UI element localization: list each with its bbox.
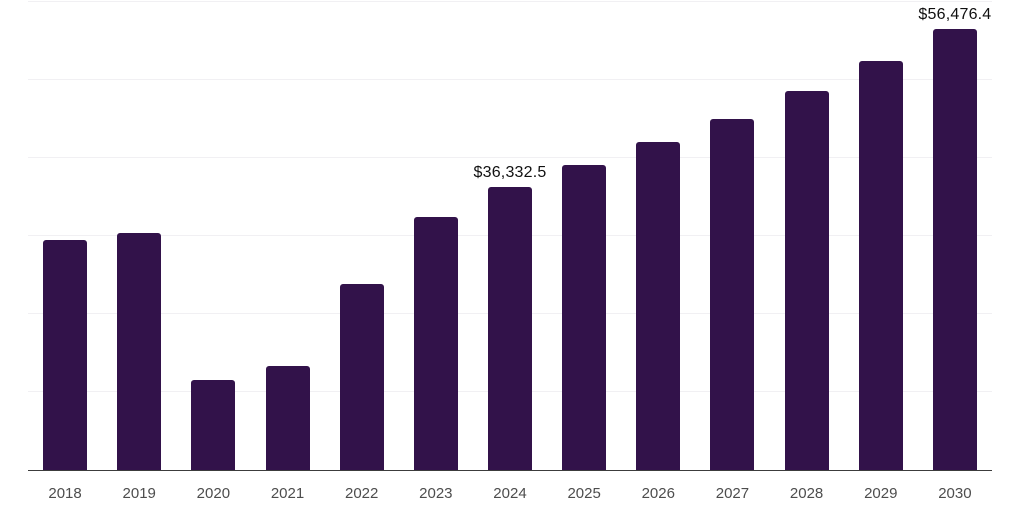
x-tick-label-2025: 2025 <box>567 485 601 502</box>
x-tick-label-2030: 2030 <box>938 485 972 502</box>
x-tick-label-2020: 2020 <box>196 485 231 502</box>
data-label-2030: $56,476.4 <box>918 6 992 24</box>
gridline-50000 <box>28 79 992 80</box>
x-tick-label-2028: 2028 <box>789 485 824 502</box>
x-tick-label-2022: 2022 <box>344 485 379 502</box>
x-tick-label-2024: 2024 <box>493 485 527 502</box>
bar-2023 <box>413 216 458 470</box>
bar-2019 <box>117 232 162 470</box>
bar-2028 <box>784 90 829 470</box>
x-tick-label-2023: 2023 <box>419 485 453 502</box>
bar-2027 <box>710 119 755 470</box>
bar-2030 <box>932 29 977 470</box>
x-axis: 2018 2019 2020 2021 2022 2023 2024 2025 2026 2027… <box>28 472 992 512</box>
bar-2024 <box>488 186 532 470</box>
bar-2021 <box>265 366 310 470</box>
bar-2018 <box>43 239 88 470</box>
bar-2020 <box>191 379 236 470</box>
plot-area: $36,332.5 $56,476.4 <box>28 1 992 471</box>
x-tick-label-2021: 2021 <box>270 485 305 502</box>
bar-2029 <box>858 61 903 470</box>
x-tick-label-2026: 2026 <box>641 485 675 502</box>
x-tick-label-2018: 2018 <box>48 485 82 502</box>
x-tick-label-2027: 2027 <box>715 485 750 502</box>
gridline-40000 <box>28 157 992 159</box>
x-tick-label-2019: 2019 <box>122 485 156 502</box>
bar-2026 <box>636 142 681 470</box>
x-tick-label-2029: 2029 <box>864 485 898 502</box>
data-label-2024: $36,332.5 <box>473 163 547 181</box>
gridline-60000 <box>28 1 992 2</box>
bar-2022 <box>339 284 384 470</box>
bar-2025 <box>562 165 607 470</box>
